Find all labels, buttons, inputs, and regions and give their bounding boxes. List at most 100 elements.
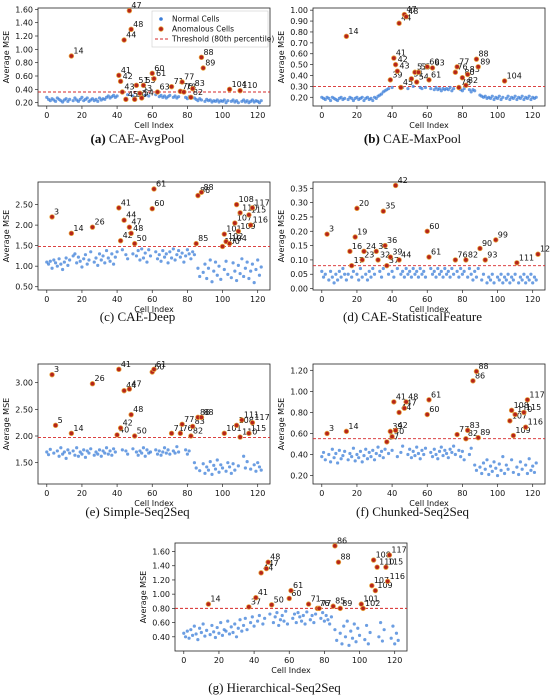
normal-cell-point: [66, 263, 70, 267]
normal-cell-point: [434, 275, 438, 279]
anomalous-cell-point: [396, 409, 402, 416]
anomaly-label: 77: [459, 57, 469, 66]
normal-cell-point: [525, 471, 530, 476]
anomalous-cell-point: [510, 432, 517, 439]
normal-cell-point: [531, 464, 535, 468]
anomaly-label: 110: [242, 81, 257, 90]
y-tick-label: 0.15: [290, 242, 308, 251]
normal-cell-point: [416, 275, 421, 279]
x-tick-label: 0: [44, 489, 49, 498]
anomaly-label: 76: [182, 82, 192, 91]
normal-cell-point: [206, 266, 211, 270]
normal-cell-point: [196, 638, 200, 642]
anomalous-cell-point: [370, 557, 377, 563]
anomalous-cell-point: [126, 386, 133, 392]
normal-cell-point: [242, 454, 246, 458]
anomaly-label: 89: [480, 428, 490, 437]
anomaly-label: 48: [133, 20, 143, 29]
normal-cell-point: [336, 98, 340, 103]
normal-cell-point: [443, 448, 447, 452]
normal-cell-point: [406, 86, 410, 91]
normal-cell-point: [136, 453, 140, 457]
normal-cell-point: [506, 467, 510, 471]
normal-cell-point: [369, 455, 373, 459]
normal-cell-point: [229, 471, 233, 475]
y-axis-label: Average MSE: [277, 31, 286, 83]
anomaly-label: 107: [237, 214, 252, 223]
normal-cell-point: [369, 275, 373, 279]
anomaly-label: 63: [435, 58, 445, 67]
normal-cell-point: [162, 255, 167, 259]
normal-cell-point: [141, 446, 146, 450]
normal-cell-point: [111, 447, 116, 451]
anomalous-cell-point: [324, 231, 330, 237]
anomalous-cell-point: [89, 381, 96, 387]
normal-cell-point: [236, 464, 240, 468]
normal-cell-point: [444, 451, 449, 456]
normal-cell-point: [53, 99, 58, 103]
chart-svg-f: 0.20 0.40 0.60 0.80 1.00 1.20 0 20 40 60 80 100 120 C…: [277, 362, 546, 508]
y-tick-label: 0.20: [290, 93, 308, 102]
normal-cell-point: [240, 629, 244, 633]
normal-cell-point: [296, 611, 300, 615]
anomaly-label: 45: [403, 78, 413, 87]
normal-cell-point: [104, 248, 109, 253]
anomaly-label: 116: [390, 572, 405, 581]
normal-cell-point: [55, 449, 59, 453]
normal-cell-point: [50, 266, 54, 270]
anomalous-cell-point: [193, 240, 199, 247]
anomaly-label: 77: [184, 73, 194, 82]
chart-panel-g: 0.40 0.60 0.80 1.00 1.20 1.40 1.60 0 20 40 60 80 100…: [137, 535, 412, 700]
anomalous-cell-point: [452, 69, 459, 75]
plot-frame: [174, 542, 408, 652]
y-tick-label: 0.70: [290, 39, 308, 48]
anomalous-cell-point: [369, 582, 375, 589]
normal-cell-point: [495, 473, 500, 478]
normal-cell-point: [96, 263, 100, 267]
x-tick-label: 80: [182, 489, 192, 498]
anomaly-label: 77: [459, 425, 469, 434]
anomalous-cell-point: [131, 433, 138, 439]
anomaly-label: 55: [145, 76, 155, 85]
normal-cell-point: [327, 278, 331, 282]
y-tick-label: 0.40: [152, 633, 170, 642]
anomaly-label: 48: [408, 7, 418, 16]
anomalous-cell-point: [463, 257, 469, 263]
normal-cell-point: [101, 449, 105, 453]
normal-cell-point: [351, 269, 356, 273]
anomaly-label: 41: [121, 198, 131, 207]
y-tick-label: 1.00: [152, 590, 170, 599]
normal-cell-point: [467, 452, 472, 457]
normal-cell-point: [106, 256, 110, 260]
normal-cell-point: [450, 450, 454, 455]
normal-cell-point: [171, 449, 175, 453]
normal-cell-point: [111, 262, 116, 266]
anomalous-cell-point: [126, 224, 133, 230]
normal-cell-point: [229, 276, 233, 280]
normal-cell-point: [418, 266, 422, 271]
normal-cell-point: [473, 89, 477, 93]
normal-cell-point: [219, 463, 223, 467]
normal-cell-point: [80, 95, 84, 99]
normal-cell-point: [110, 453, 114, 457]
normal-cell-point: [168, 452, 172, 456]
normal-cell-point: [247, 276, 251, 281]
normal-cell-point: [499, 272, 503, 276]
anomaly-label: 109: [377, 581, 392, 590]
anomalous-cell-point: [373, 248, 379, 255]
anomalous-cell-point: [347, 248, 353, 255]
legend-anomalous-marker: [158, 26, 164, 32]
normal-cell-point: [113, 450, 117, 454]
normal-cell-point: [502, 275, 507, 279]
normal-cell-point: [46, 262, 51, 266]
normal-cell-point: [448, 447, 452, 451]
anomaly-label: 42: [398, 55, 408, 64]
normal-cell-point: [350, 96, 354, 100]
normal-cell-point: [57, 257, 61, 261]
normal-cell-point: [522, 97, 526, 102]
normal-cell-point: [245, 460, 249, 464]
y-axis-label: Average MSE: [2, 398, 11, 450]
normal-cell-point: [249, 467, 253, 471]
normal-cell-point: [206, 468, 211, 472]
normal-cell-point: [338, 631, 342, 635]
